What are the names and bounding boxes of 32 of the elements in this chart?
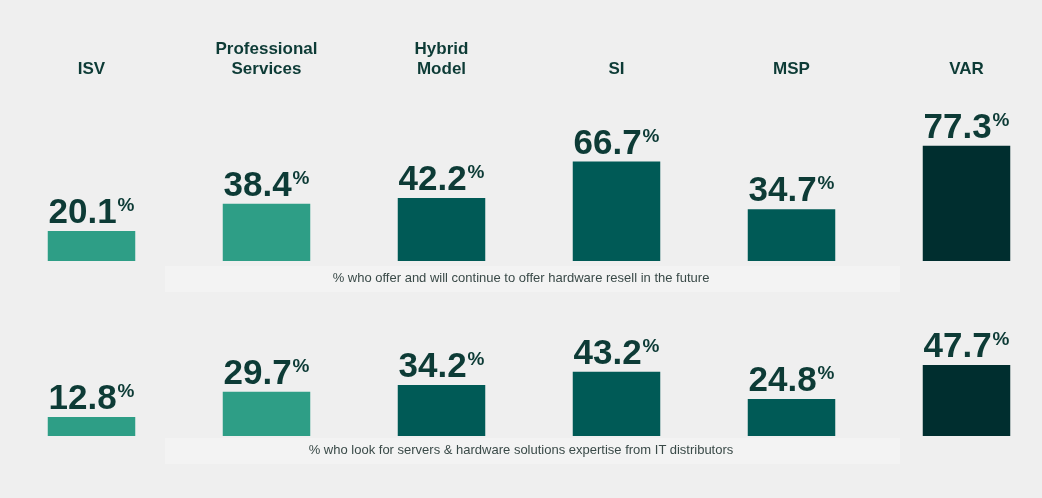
bar (397, 198, 486, 261)
data-label: 38.4% (223, 163, 310, 203)
bar (397, 385, 486, 436)
data-label: 24.8% (748, 359, 835, 399)
data-label: 77.3% (923, 105, 1010, 145)
bar (572, 161, 661, 261)
bar (747, 209, 836, 261)
x-tick-label: ISV (77, 59, 106, 79)
data-label: 34.2% (398, 345, 485, 385)
text: % who offer and will continue to offer hardware resell in the future (331, 270, 711, 285)
x-tick-label: SI (608, 59, 625, 79)
x-tick-label: Professional Services (215, 39, 318, 79)
bar (572, 371, 661, 436)
bar (222, 391, 311, 436)
data-label: 34.7% (748, 169, 835, 209)
bar (922, 364, 1011, 436)
bar (922, 145, 1011, 261)
bar (222, 203, 311, 261)
bar (47, 416, 136, 436)
bar (47, 231, 136, 261)
data-label: 20.1% (48, 191, 135, 231)
data-label: 42.2% (398, 158, 485, 198)
text: % who look for servers & hardware solutions expertise from IT distributors (307, 442, 735, 457)
data-label: 47.7% (923, 324, 1010, 364)
x-tick-label: VAR (949, 59, 984, 79)
data-label: 12.8% (48, 376, 135, 416)
bar (747, 399, 836, 436)
data-label: 43.2% (573, 331, 660, 371)
data-label: 66.7% (573, 121, 660, 161)
x-tick-label: Hybrid Model (414, 39, 469, 79)
data-label: 29.7% (223, 351, 310, 391)
x-tick-label: MSP (773, 59, 810, 79)
